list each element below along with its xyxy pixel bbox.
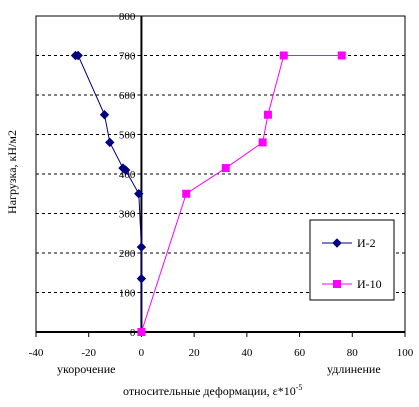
legend-marker-1 bbox=[333, 280, 341, 288]
data-point-s1-6 bbox=[337, 51, 346, 60]
data-point-s1-2 bbox=[221, 164, 230, 173]
data-point-s0-3 bbox=[105, 137, 115, 148]
x-tick-label--40: -40 bbox=[29, 347, 44, 359]
y-tick-label-200: 200 bbox=[119, 248, 136, 260]
data-point-s0-1 bbox=[73, 50, 83, 61]
y-axis-label: Нагрузка, кН/м2 bbox=[5, 130, 19, 214]
legend-marker-0 bbox=[332, 238, 342, 248]
x-axis-label-main: относительные деформации, ε*10 bbox=[123, 384, 296, 398]
legend-label-0: И-2 bbox=[357, 236, 376, 250]
data-point-s0-8 bbox=[136, 273, 147, 284]
data-point-s1-0 bbox=[137, 328, 146, 336]
data-point-s1-3 bbox=[258, 138, 267, 147]
series-lines bbox=[70, 50, 346, 337]
x-axis-label: относительные деформации, ε*10-5 bbox=[123, 383, 302, 398]
data-point-s1-4 bbox=[263, 110, 272, 119]
x-tick-label--20: -20 bbox=[81, 347, 96, 359]
y-tick-label-300: 300 bbox=[119, 209, 136, 221]
y-tick-label-700: 700 bbox=[119, 51, 136, 63]
y-tick-label-800: 800 bbox=[119, 11, 136, 23]
y-tick-label-0: 0 bbox=[130, 327, 136, 339]
data-point-s1-1 bbox=[182, 189, 191, 198]
data-point-s0-2 bbox=[99, 110, 110, 120]
legend-box bbox=[309, 219, 395, 301]
x-axis-left-label: укорочение bbox=[57, 362, 115, 376]
y-tick-label-500: 500 bbox=[119, 130, 136, 142]
x-tick-label-0: 0 bbox=[139, 347, 145, 359]
x-tick-label-40: 40 bbox=[241, 347, 253, 359]
x-axis-right-label: удлинение bbox=[327, 362, 381, 376]
data-point-s1-5 bbox=[279, 51, 288, 60]
legend-label-1: И-10 bbox=[357, 277, 382, 291]
y-tick-label-600: 600 bbox=[119, 90, 136, 102]
x-tick-labels: -40 -20 0 20 40 60 80 100 bbox=[29, 347, 414, 359]
legend: И-2 И-10 bbox=[309, 219, 395, 301]
data-point-s0-5 bbox=[120, 165, 131, 175]
data-point-s0-7 bbox=[136, 242, 147, 252]
x-axis-label-exponent: -5 bbox=[296, 383, 303, 392]
y-tick-label-100: 100 bbox=[119, 288, 136, 300]
data-point-s0-6 bbox=[134, 189, 144, 199]
x-tick-label-20: 20 bbox=[189, 347, 201, 359]
x-tick-label-100: 100 bbox=[397, 347, 414, 359]
x-tick-label-60: 60 bbox=[294, 347, 306, 359]
x-tick-label-80: 80 bbox=[347, 347, 359, 359]
